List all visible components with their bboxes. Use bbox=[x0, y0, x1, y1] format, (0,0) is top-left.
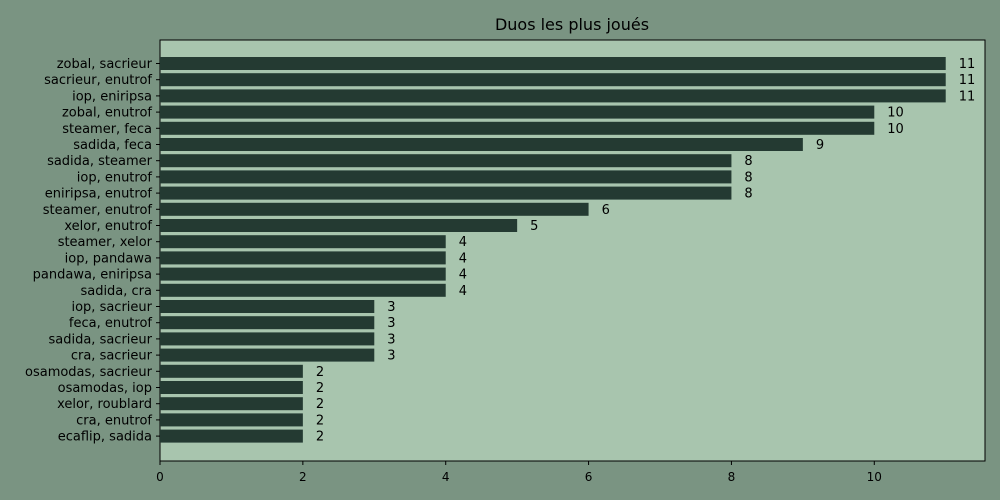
x-tick-label: 2 bbox=[299, 470, 307, 484]
value-label: 8 bbox=[744, 154, 752, 169]
category-label: iop, pandawa bbox=[65, 251, 152, 266]
bar bbox=[160, 219, 518, 232]
x-tick-label: 0 bbox=[156, 470, 164, 484]
category-label: steamer, xelor bbox=[58, 235, 153, 250]
bar bbox=[160, 251, 446, 265]
category-label: steamer, enutrof bbox=[43, 203, 153, 218]
bar bbox=[160, 57, 946, 70]
bar bbox=[160, 413, 303, 427]
chart-title: Duos les plus joués bbox=[495, 15, 649, 34]
bar bbox=[160, 332, 375, 346]
bar bbox=[160, 154, 732, 168]
value-label: 11 bbox=[959, 89, 976, 104]
category-label: cra, sacrieur bbox=[71, 349, 153, 364]
value-label: 3 bbox=[387, 332, 395, 347]
value-label: 4 bbox=[459, 268, 467, 283]
bar bbox=[160, 138, 803, 151]
value-label: 2 bbox=[316, 397, 324, 412]
bar bbox=[160, 170, 732, 184]
bar bbox=[160, 267, 446, 281]
x-tick-label: 8 bbox=[728, 470, 736, 484]
value-label: 2 bbox=[316, 381, 324, 396]
bar bbox=[160, 105, 875, 119]
category-label: steamer, feca bbox=[62, 122, 152, 137]
x-tick-label: 10 bbox=[867, 470, 882, 484]
category-label: ecaflip, sadida bbox=[58, 430, 152, 445]
bar bbox=[160, 316, 375, 330]
category-label: osamodas, iop bbox=[58, 381, 152, 396]
bar bbox=[160, 429, 303, 443]
value-label: 3 bbox=[387, 300, 395, 315]
bar bbox=[160, 235, 446, 249]
category-label: xelor, enutrof bbox=[64, 219, 152, 234]
value-label: 2 bbox=[316, 413, 324, 428]
value-label: 4 bbox=[459, 284, 467, 299]
value-label: 4 bbox=[459, 235, 467, 250]
category-label: feca, enutrof bbox=[69, 316, 153, 331]
bar bbox=[160, 121, 875, 135]
value-label: 10 bbox=[887, 106, 904, 121]
value-label: 2 bbox=[316, 365, 324, 380]
category-label: osamodas, sacrieur bbox=[25, 365, 153, 380]
category-label: sadida, steamer bbox=[47, 154, 153, 169]
bar bbox=[160, 89, 946, 103]
bar bbox=[160, 348, 375, 362]
category-label: zobal, sacrieur bbox=[57, 57, 153, 72]
value-label: 4 bbox=[459, 251, 467, 266]
category-label: iop, eniripsa bbox=[72, 89, 152, 104]
bar bbox=[160, 397, 303, 411]
category-label: sacrieur, enutrof bbox=[44, 73, 152, 88]
category-label: pandawa, eniripsa bbox=[33, 268, 152, 283]
value-label: 2 bbox=[316, 430, 324, 445]
bar bbox=[160, 364, 303, 378]
category-label: zobal, enutrof bbox=[62, 106, 152, 121]
value-label: 8 bbox=[744, 170, 752, 185]
value-label: 10 bbox=[887, 122, 904, 137]
value-label: 3 bbox=[387, 349, 395, 364]
bars-group bbox=[160, 57, 946, 443]
category-label: eniripsa, enutrof bbox=[45, 187, 153, 202]
category-label: sadida, feca bbox=[73, 138, 152, 153]
value-label: 6 bbox=[602, 203, 610, 218]
value-label: 3 bbox=[387, 316, 395, 331]
value-label: 9 bbox=[816, 138, 824, 153]
value-label: 5 bbox=[530, 219, 538, 234]
bar bbox=[160, 283, 446, 297]
bar bbox=[160, 381, 303, 394]
category-label: iop, enutrof bbox=[77, 170, 153, 185]
x-axis: 0 2 4 6 8 10 bbox=[156, 461, 882, 484]
x-tick-label: 4 bbox=[442, 470, 450, 484]
bar bbox=[160, 186, 732, 200]
value-label: 8 bbox=[744, 187, 752, 202]
value-label: 11 bbox=[959, 73, 976, 88]
category-label: cra, enutrof bbox=[76, 413, 152, 428]
x-tick-label: 6 bbox=[585, 470, 593, 484]
category-label: sadida, cra bbox=[80, 284, 152, 299]
bar bbox=[160, 73, 946, 87]
category-label: iop, sacrieur bbox=[71, 300, 152, 315]
value-label: 11 bbox=[959, 57, 976, 72]
category-label: xelor, roublard bbox=[57, 397, 152, 412]
bar bbox=[160, 300, 375, 313]
bar bbox=[160, 202, 589, 216]
category-label: sadida, sacrieur bbox=[48, 332, 152, 347]
